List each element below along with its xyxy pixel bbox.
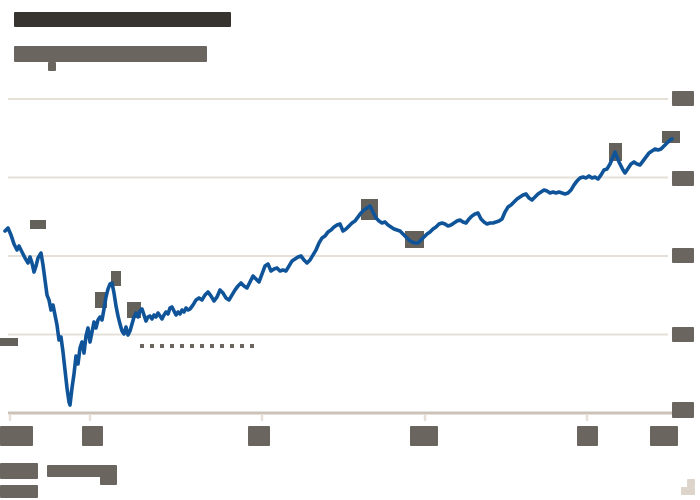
source-text-redacted [100, 476, 117, 485]
main-series-redacted [3, 137, 674, 407]
x-axis-label-redacted [650, 426, 678, 446]
brand-mark-step-bottom [681, 487, 695, 495]
x-axis-label-redacted [0, 426, 33, 446]
y-axis-label-redacted [672, 327, 694, 342]
chart-title-redacted [14, 12, 231, 27]
brand-mark-step-top [687, 479, 695, 487]
x-axis-label-redacted [248, 426, 270, 446]
redaction-artifact [30, 220, 46, 229]
x-axis-label-redacted [82, 426, 103, 446]
x-axis-label-redacted [410, 426, 438, 446]
chart-subtitle-descender [48, 62, 56, 71]
y-axis-label-redacted [672, 248, 694, 263]
redaction-artifact [662, 131, 680, 143]
y-axis-label-redacted [672, 402, 694, 418]
x-axis-label-redacted [577, 426, 598, 446]
chart-subtitle-redacted [14, 46, 207, 62]
y-axis-label-redacted [672, 171, 694, 186]
y-axis-label-redacted [672, 91, 694, 106]
redaction-artifact [0, 338, 18, 346]
redaction-artifact [111, 271, 121, 286]
source-text-redacted [0, 463, 38, 479]
source-text-redacted [0, 485, 38, 498]
source-text-redacted [47, 465, 117, 477]
